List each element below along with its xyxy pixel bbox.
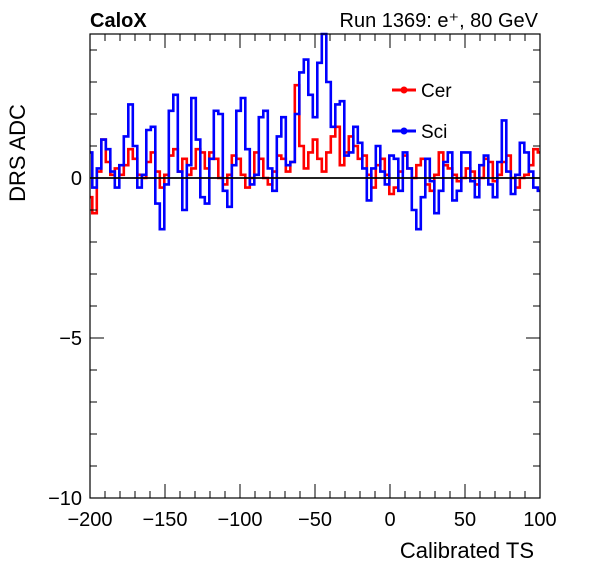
legend-sci-label: Sci — [421, 122, 447, 143]
y-axis-title: DRS ADC — [5, 104, 30, 202]
x-tick-label: 0 — [384, 509, 395, 531]
series-sci — [90, 32, 540, 231]
series-sci-line — [90, 32, 540, 231]
x-tick-label: −150 — [142, 509, 187, 531]
y-tick-label: 0 — [71, 168, 82, 190]
plot-frame — [89, 33, 541, 499]
experiment-label: CaloX — [90, 10, 147, 32]
legend-cer-label: Cer — [421, 81, 452, 102]
y-tick-label: −10 — [48, 488, 82, 510]
x-axis-title: Calibrated TS — [400, 538, 534, 563]
legend-cer-marker — [400, 86, 408, 94]
x-tick-label: −200 — [67, 509, 112, 531]
x-tick-label: −50 — [298, 509, 332, 531]
x-tick-label: 50 — [454, 509, 476, 531]
x-tick-label: 100 — [523, 509, 556, 531]
y-tick-label: −5 — [59, 328, 82, 350]
axis-ticks — [89, 34, 541, 499]
legend-entry-sci: Sci — [392, 122, 447, 143]
legend: Cer Sci — [392, 81, 452, 143]
series-cer-line — [90, 83, 540, 215]
series-cer — [90, 83, 540, 215]
run-info-label: Run 1369: e⁺, 80 GeV — [340, 10, 539, 32]
tick-labels: −200 −150 −100 −50 0 50 100−10−50 — [48, 168, 557, 531]
legend-entry-cer: Cer — [392, 81, 452, 102]
legend-sci-marker — [400, 127, 408, 135]
x-tick-label: −100 — [217, 509, 262, 531]
series-layer — [90, 32, 540, 231]
